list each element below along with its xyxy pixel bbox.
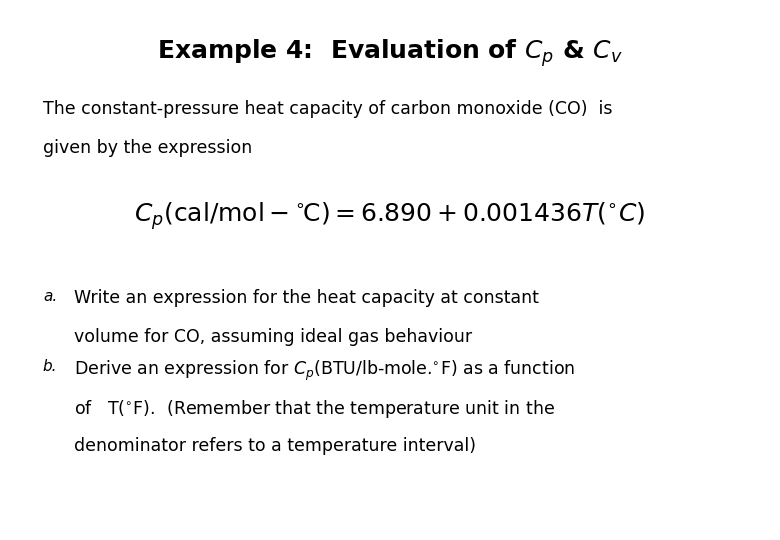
Text: given by the expression: given by the expression bbox=[43, 139, 252, 157]
Text: Example 4:  Evaluation of $C_p$ & $C_v$: Example 4: Evaluation of $C_p$ & $C_v$ bbox=[157, 38, 623, 70]
Text: The constant-pressure heat capacity of carbon monoxide (CO)  is: The constant-pressure heat capacity of c… bbox=[43, 100, 612, 118]
Text: denominator refers to a temperature interval): denominator refers to a temperature inte… bbox=[74, 437, 476, 455]
Text: b.: b. bbox=[43, 359, 58, 374]
Text: of   T($^{\circ}$F).  (Remember that the temperature unit in the: of T($^{\circ}$F). (Remember that the te… bbox=[74, 398, 555, 420]
Text: Derive an expression for $C_p$(BTU/lb-mole.$^{\circ}$F) as a function: Derive an expression for $C_p$(BTU/lb-mo… bbox=[74, 359, 576, 383]
Text: a.: a. bbox=[43, 289, 57, 304]
Text: $C_p\left(\mathrm{cal/mol-^{\circ}\! C}\right)= 6.890 + 0.001436T\left(^{\circ}C: $C_p\left(\mathrm{cal/mol-^{\circ}\! C}\… bbox=[134, 200, 646, 232]
Text: volume for CO, assuming ideal gas behaviour: volume for CO, assuming ideal gas behavi… bbox=[74, 328, 472, 346]
Text: Write an expression for the heat capacity at constant: Write an expression for the heat capacit… bbox=[74, 289, 539, 307]
